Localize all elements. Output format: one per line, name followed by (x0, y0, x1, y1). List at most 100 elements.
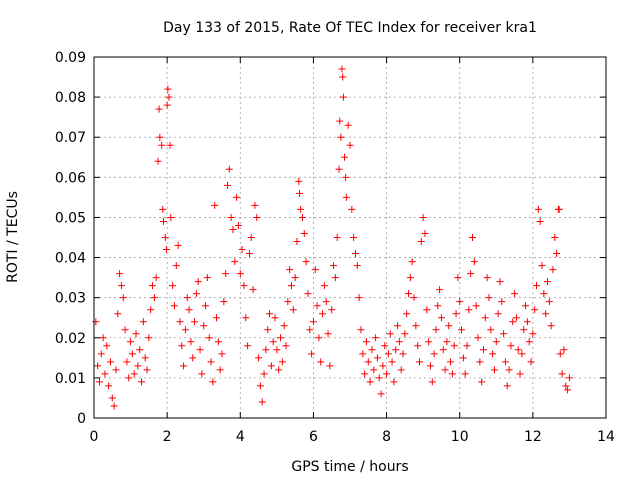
data-point (156, 133, 164, 141)
data-point (95, 378, 103, 386)
data-point (425, 338, 433, 346)
data-point (159, 205, 167, 213)
data-points (92, 65, 573, 410)
y-tick-label: 0 (77, 411, 86, 427)
x-tick-label: 12 (524, 429, 542, 445)
data-point (368, 346, 376, 354)
data-point (384, 350, 392, 358)
data-point (94, 362, 102, 370)
data-point (225, 165, 233, 173)
data-point (394, 322, 402, 330)
data-point (92, 318, 100, 326)
data-point (256, 382, 264, 390)
data-point (470, 258, 478, 266)
data-point (181, 326, 189, 334)
y-tick-label: 0.01 (55, 371, 86, 387)
data-point (388, 358, 396, 366)
data-point (333, 234, 341, 241)
data-point (401, 330, 409, 338)
data-point (339, 93, 347, 101)
data-point (483, 274, 491, 282)
data-point (359, 350, 367, 358)
data-point (344, 121, 352, 129)
data-point (386, 330, 394, 338)
data-point (335, 165, 343, 173)
data-point (390, 378, 398, 386)
data-point (287, 282, 295, 290)
data-point (324, 330, 332, 338)
data-point (125, 374, 133, 382)
data-point (536, 217, 544, 225)
data-point (341, 153, 349, 161)
data-point (437, 314, 445, 322)
data-point (132, 330, 140, 338)
data-point (523, 318, 531, 326)
data-point (395, 338, 403, 346)
data-point (192, 290, 200, 298)
data-point (205, 334, 213, 342)
data-point (242, 314, 250, 322)
data-point (463, 342, 471, 350)
data-point (494, 310, 502, 318)
data-point (121, 326, 129, 334)
y-tick-label: 0.03 (55, 291, 86, 307)
y-tick-label: 0.05 (55, 210, 86, 226)
data-point (419, 213, 427, 221)
data-point (430, 350, 438, 358)
data-point (512, 314, 520, 322)
data-point (474, 334, 482, 342)
data-point (406, 274, 414, 282)
data-point (170, 302, 178, 310)
data-point (110, 402, 118, 410)
data-point (260, 370, 268, 378)
data-point (408, 258, 416, 266)
data-point (373, 354, 381, 362)
data-point (520, 326, 528, 334)
data-point (531, 306, 539, 314)
y-tick-label: 0.07 (55, 130, 86, 146)
data-point (161, 234, 169, 241)
data-point (234, 221, 242, 229)
axis-ticks (93, 56, 607, 419)
data-point (233, 193, 241, 201)
grid-lines (94, 57, 606, 418)
data-point (428, 378, 436, 386)
chart-title: Day 133 of 2015, Rate Of TEC Index for r… (163, 20, 537, 36)
data-point (472, 302, 480, 310)
data-point (436, 286, 444, 294)
data-point (174, 242, 182, 250)
data-point (337, 133, 345, 141)
data-point (357, 326, 365, 334)
data-point (336, 117, 344, 125)
data-point (211, 201, 219, 209)
data-point (377, 390, 385, 398)
data-point (196, 346, 204, 354)
y-tick-label: 0.09 (55, 50, 86, 66)
data-point (202, 302, 210, 310)
data-point (194, 278, 202, 286)
data-point (229, 225, 237, 233)
data-point (97, 350, 105, 358)
data-point (166, 141, 174, 149)
data-point (500, 330, 508, 338)
data-point (245, 250, 253, 258)
y-axis-label: ROTI / TECUs (5, 191, 21, 283)
data-point (452, 310, 460, 318)
data-point (518, 350, 526, 358)
data-point (251, 201, 259, 209)
data-point (417, 238, 425, 246)
data-point (155, 105, 163, 113)
data-point (423, 306, 431, 314)
data-point (319, 310, 327, 318)
data-point (534, 205, 542, 213)
data-point (414, 342, 422, 350)
data-point (302, 258, 310, 266)
data-point (498, 298, 506, 306)
data-point (361, 370, 369, 378)
y-tick-label: 0.08 (55, 90, 86, 106)
data-point (481, 314, 489, 322)
data-point (540, 290, 548, 298)
data-point (434, 302, 442, 310)
data-point (379, 362, 387, 370)
data-point (247, 234, 255, 241)
